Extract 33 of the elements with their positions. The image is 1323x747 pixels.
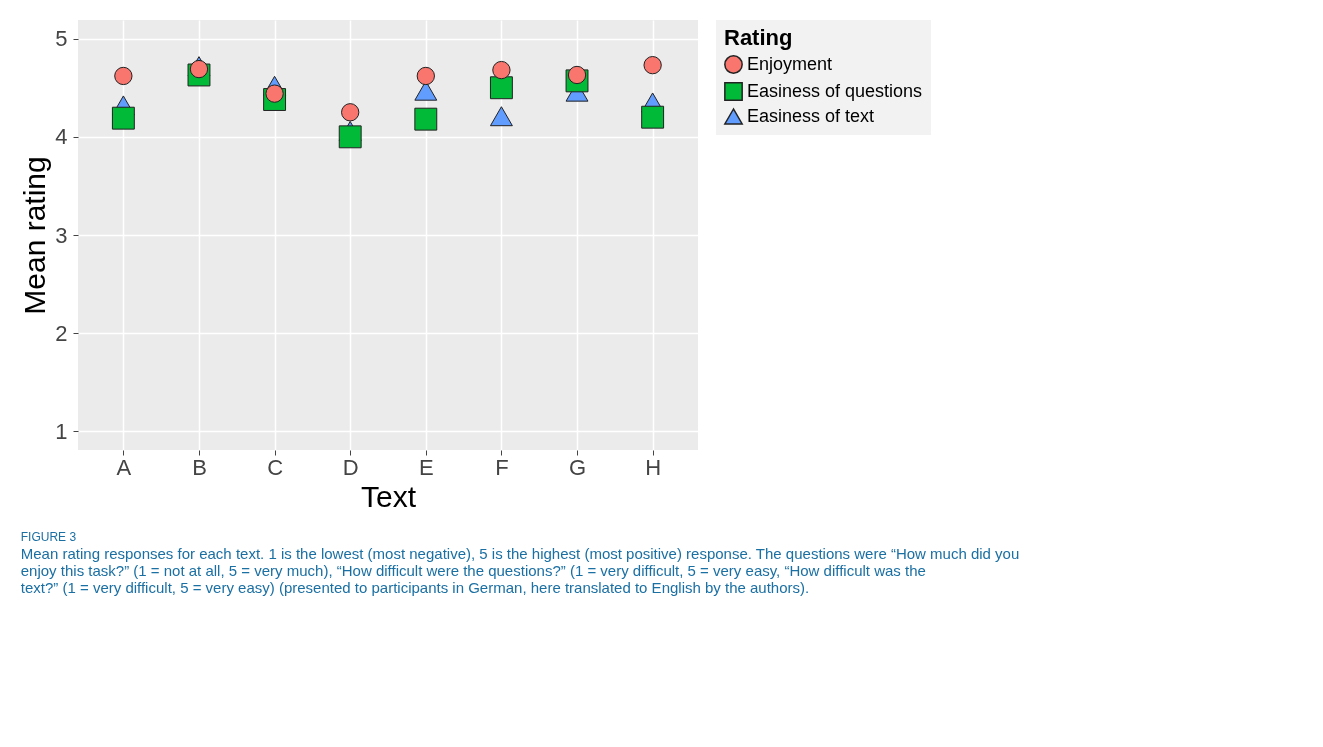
point [567, 65, 587, 85]
point [114, 66, 133, 86]
y-tick-label: 5 [55, 26, 68, 52]
y-tick-label: 4 [55, 124, 68, 150]
y-tick-label: 1 [55, 418, 68, 444]
legend-label: Easiness of questions [747, 80, 923, 101]
point [338, 125, 362, 149]
point [414, 107, 438, 131]
x-tick-label: B [192, 454, 207, 480]
y-tick-label: 3 [55, 222, 68, 248]
legend-label: Enjoyment [747, 53, 833, 74]
point [643, 56, 662, 75]
legend-label: Easiness of text [747, 105, 875, 126]
legend-title: Rating [724, 25, 793, 50]
point [489, 76, 513, 100]
x-tick-label: C [267, 454, 284, 480]
x-tick-label: E [418, 454, 434, 480]
point [341, 103, 360, 122]
text: Mean rating responses for each text. 1 is the lowest (most negative), 5 is the highest (most positive) response. The questions were “How much did you enjoy this task?” (1 = not at all, 5 = very much), “How difficult were the questions?” (1 = very difficult, 5 = very easy, “How difficult was the text?” (1 = very difficult, 5 = very easy) (presented to participants in German, here translated to English by the authors). [20, 545, 1020, 596]
x-axis-title: Text [360, 479, 417, 513]
x-tick-label: F [495, 454, 509, 480]
point [641, 105, 665, 129]
y-tick-label: 2 [55, 320, 68, 346]
y-axis-title: Mean rating [18, 156, 52, 315]
x-tick-label: G [568, 454, 587, 480]
point [416, 66, 435, 86]
x-tick-label: H [645, 454, 662, 480]
x-tick-label: D [342, 454, 359, 480]
caption: FIGURE 3 [20, 530, 77, 544]
x-tick-label: A [116, 454, 132, 480]
point [489, 106, 513, 127]
point [492, 60, 511, 80]
point [111, 106, 135, 130]
